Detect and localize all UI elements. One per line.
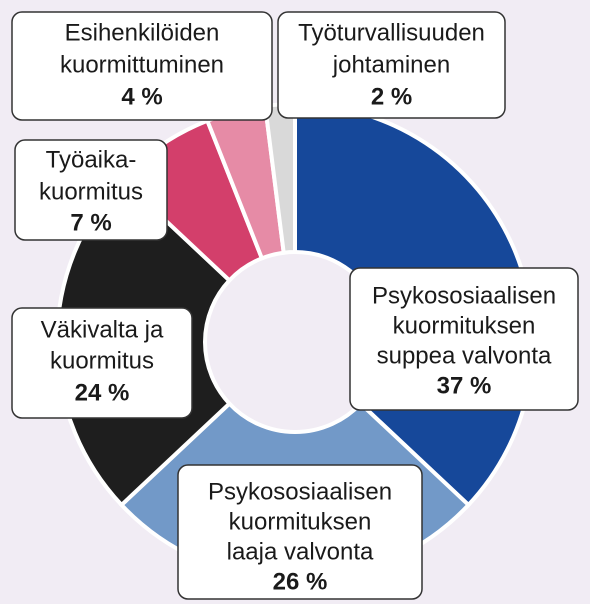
category-label: Väkivalta ja	[41, 316, 164, 343]
category-label: kuormittuminen	[60, 51, 224, 78]
category-label: Esihenkilöiden	[65, 19, 220, 46]
category-label: johtaminen	[332, 51, 450, 78]
value-label: 2 %	[371, 83, 412, 110]
category-label: kuormituksen	[393, 312, 536, 339]
value-label: 4 %	[121, 83, 162, 110]
value-label: 37 %	[437, 372, 492, 399]
category-label: Psykososiaalisen	[372, 282, 556, 309]
label-box	[177, 464, 423, 600]
category-label: Työturvallisuuden	[298, 19, 485, 46]
label-box	[349, 267, 579, 411]
category-label: Psykososiaalisen	[208, 478, 392, 505]
label-box	[11, 11, 273, 121]
category-label: kuormitus	[50, 347, 154, 374]
category-label: laaja valvonta	[227, 538, 374, 565]
label-box	[11, 307, 193, 419]
category-label: kuormitus	[39, 178, 143, 205]
category-label: suppea valvonta	[377, 342, 552, 369]
category-label: kuormituksen	[229, 508, 372, 535]
label-box	[277, 11, 506, 119]
value-label: 26 %	[273, 568, 328, 595]
value-label: 7 %	[70, 209, 111, 236]
label-box	[14, 139, 168, 241]
value-label: 24 %	[75, 379, 130, 406]
slice	[262, 101, 297, 255]
category-label: Työaika-	[46, 146, 137, 173]
